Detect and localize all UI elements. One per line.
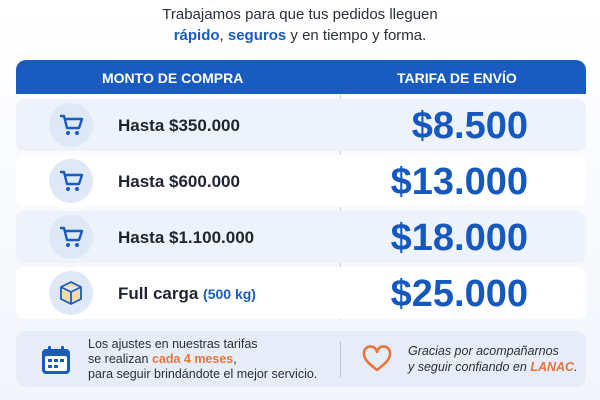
amount-text: Full carga [118,284,199,303]
highlight: seguros [227,27,287,44]
amount: Hasta $1.100.000 [118,228,255,247]
cart-icon [49,215,93,259]
price: $13.000 [390,161,528,203]
text: Los ajustes en nuestras tarifas [88,337,258,351]
price: $8.500 [411,105,528,147]
text: . [574,360,578,374]
text: Gracias por acompañarnos [408,344,559,358]
price: $18.000 [390,217,528,259]
text: para seguir brindándote el mejor servici… [88,367,318,381]
text-line: se realizan cada 4 meses, [88,352,317,367]
intro-line: Trabajamos para que tus pedidos lleguen [162,6,438,23]
text-line: y seguir confiando en LANAC. [408,359,578,375]
highlight: rápido [173,27,220,44]
footer-thanks: Gracias por acompañarnos y seguir confia… [408,343,578,375]
table-row: Hasta $350.000 $8.500 [16,99,586,151]
text: , [233,352,237,366]
divider [340,341,341,377]
table-header: MONTO DE COMPRA TARIFA DE ENVÍO [16,60,586,94]
table-row: Full carga (500 kg) $25.000 [16,267,586,319]
cart-icon [49,159,93,203]
table-row: Hasta $1.100.000 $18.000 [16,211,586,263]
table-row: Hasta $600.000 $13.000 [16,155,586,207]
text: se realizan [88,352,152,366]
header-cell: MONTO DE COMPRA [102,70,244,86]
brand: LANAC [530,360,575,374]
text: y seguir confiando en [408,360,531,374]
box-icon [49,271,93,315]
footer: Los ajustes en nuestras tarifas se reali… [16,331,586,387]
amount-note: (500 kg) [203,286,256,302]
footer-note: Los ajustes en nuestras tarifas se reali… [88,337,317,382]
heart-icon [362,345,392,372]
amount: Hasta $350.000 [118,116,240,135]
text: y en tiempo y forma. [286,27,427,44]
amount: Hasta $600.000 [118,172,240,191]
intro-line: rápido, seguros y en tiempo y forma. [0,27,600,44]
calendar-icon [42,346,70,374]
price: $25.000 [390,273,528,315]
cart-icon [49,103,93,147]
column-divider [340,94,341,320]
amount: Full carga (500 kg) [118,284,256,304]
text: , [219,27,228,44]
header-cell: TARIFA DE ENVÍO [397,70,517,86]
highlight: cada 4 meses [151,352,234,366]
